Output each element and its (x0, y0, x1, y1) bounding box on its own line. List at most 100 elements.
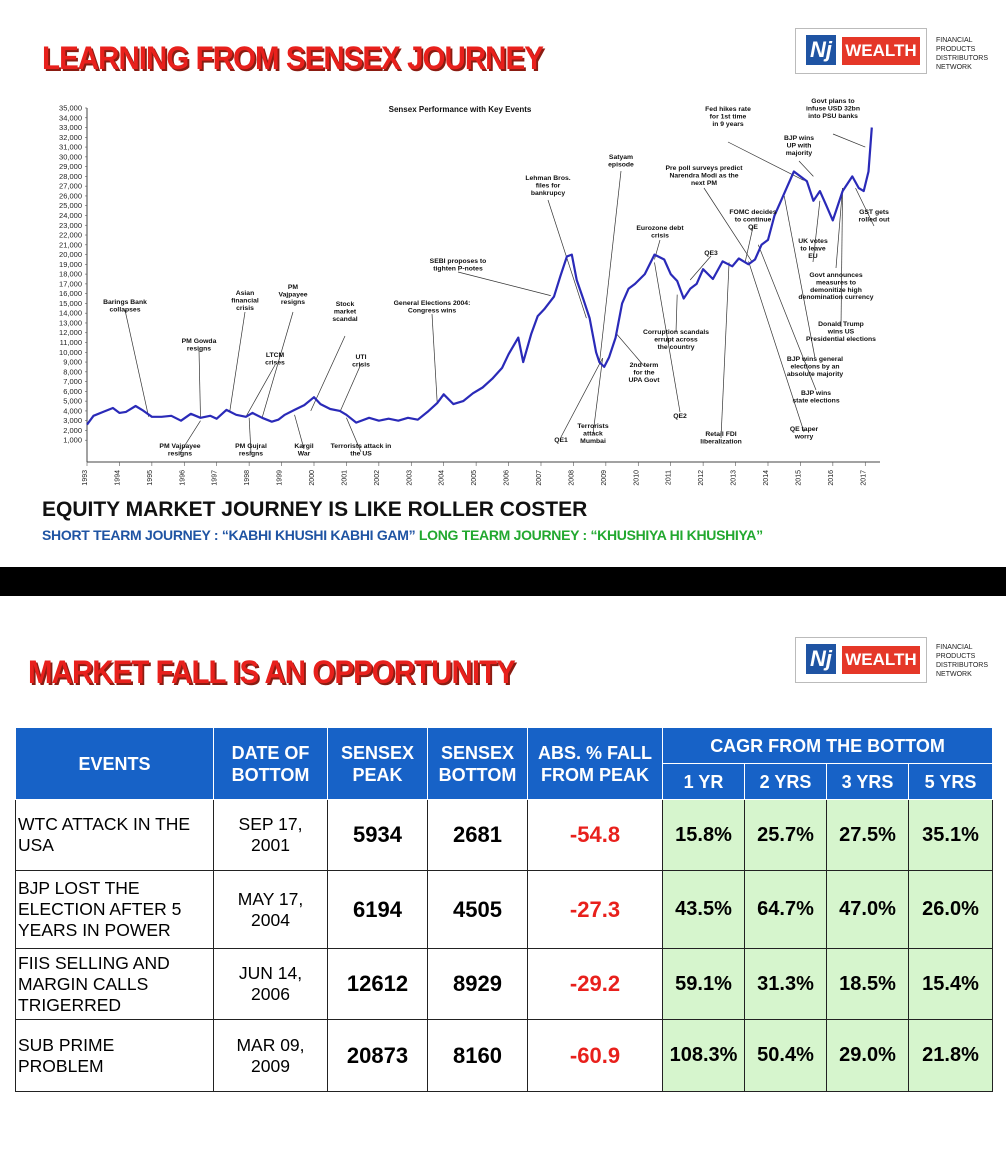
event-line: BJP LOST THE (18, 878, 140, 898)
y-tick-label: 7,000 (63, 377, 82, 386)
annotation-arrow (727, 141, 804, 181)
y-tick-label: 28,000 (59, 172, 82, 181)
annotation-arrow (703, 187, 753, 262)
event-cell: SUB PRIME PROBLEM (15, 1019, 214, 1092)
y-tick-label: 17,000 (59, 279, 82, 288)
x-tick-label: 2007 (536, 470, 543, 486)
x-tick-label: 2005 (471, 470, 478, 486)
x-tick-label: 1995 (147, 470, 154, 486)
x-tick-label: 2001 (341, 470, 348, 486)
y-tick-label: 4,000 (63, 406, 82, 415)
header-2yr: 2 YRS (744, 763, 827, 800)
date-line: SEP 17, (238, 814, 303, 834)
nj-logo-mark: Nj (806, 644, 836, 674)
table-row: WTC ATTACK IN THE USA SEP 17, 2001 5934 2681-… (15, 799, 994, 871)
annotation-label: Satyam episode (608, 154, 634, 168)
cagr-2yr-cell: 50.4% (744, 1019, 827, 1092)
annotation-arrow (248, 417, 252, 454)
annotation-arrow (346, 417, 362, 453)
event-line: PROBLEM (18, 1055, 104, 1076)
annotation-label: 2nd term for the UPA Govt (629, 362, 661, 384)
slide2-title: MARKET FALL IS AN OPPORTUNITY (28, 654, 516, 690)
cagr-1yr-cell: 108.3% (662, 1019, 745, 1092)
annotation-label: Eurozone debt crisis (636, 225, 684, 239)
logo-side-line: NETWORK (936, 671, 972, 678)
annotation-arrow (245, 364, 276, 417)
annotation-label: UK votes to leave EU (798, 238, 828, 260)
event-line: MARGIN CALLS (18, 973, 149, 994)
annotation-label: BJP wins UP with majority (784, 135, 814, 157)
annotation-label: Stock market scandal (332, 301, 357, 323)
y-tick-label: 20,000 (59, 250, 82, 259)
y-tick-label: 18,000 (59, 270, 82, 279)
annotation-label: PM Gowda resigns (182, 338, 217, 352)
annotation-arrow (654, 262, 681, 413)
table-row: FIIS SELLING AND MARGIN CALLS TRIGERRED JUN… (15, 948, 994, 1020)
annotation-arrow (720, 262, 730, 439)
annotation-arrow (229, 311, 246, 412)
annotation-label: PM Vajpayee resigns (278, 284, 307, 306)
annotation-arrow (832, 133, 866, 148)
x-tick-label: 1999 (277, 470, 284, 486)
annotation-labels: Barings Bank collapses PM Gowda resigns Asia… (103, 98, 890, 457)
annotation-label: Fed hikes rate for 1st time in 9 years (705, 106, 751, 128)
x-tick-label: 2009 (601, 470, 608, 486)
peak-cell: 20873 (327, 1019, 428, 1092)
y-tick-label: 12,000 (59, 328, 82, 337)
annotation-label: BJP wins general elections by an absolute … (787, 356, 843, 378)
header-cagr: CAGR FROM THE BOTTOM (661, 727, 994, 764)
y-tick-label: 32,000 (59, 133, 82, 142)
cagr-2yr-cell: 31.3% (744, 948, 827, 1020)
date-line: MAY 17, (237, 888, 304, 909)
table-header-row: EVENTS DATE OF BOTTOM SENSEX PEAK SENSEX BO… (15, 727, 994, 800)
cagr-5yr-cell: 15.4% (907, 948, 994, 1020)
date-cell: JUN 14, 2006 (213, 948, 328, 1020)
annotation-arrow (835, 188, 843, 269)
peak-cell: 6194 (327, 870, 428, 949)
annotation-label: QE3 (704, 250, 718, 257)
y-tick-label: 3,000 (63, 416, 82, 425)
x-tick-label: 2010 (633, 470, 640, 486)
annotation-label: Terrorists attack in the US (331, 443, 392, 457)
x-tick-label: 2015 (795, 470, 802, 486)
header-3yr: 3 YRS (826, 763, 909, 800)
logo-side-line: DISTRIBUTORS (936, 55, 988, 62)
cagr-2yr-cell: 64.7% (744, 870, 827, 949)
header-fall: ABS. % FALL FROM PEAK (527, 727, 663, 800)
x-tick-label: 2016 (828, 470, 835, 486)
cagr-1yr-cell: 43.5% (662, 870, 745, 949)
x-tick-label: 1997 (212, 470, 219, 486)
cagr-5yr-cell: 26.0% (907, 870, 994, 949)
bottom-cell: 4505 (427, 870, 528, 949)
date-line: 2001 (251, 835, 290, 855)
y-tick-label: 22,000 (59, 231, 82, 240)
event-line: SUB PRIME (18, 1034, 115, 1055)
date-line: JUN 14, (238, 963, 303, 983)
date-line: MAR 09, (236, 1034, 305, 1055)
chart-title: Sensex Performance with Key Events (389, 105, 532, 114)
x-tick-label: 2017 (860, 470, 867, 486)
fall-cell: -29.2 (527, 948, 663, 1020)
annotation-label: QE taper worry (790, 426, 819, 440)
annotation-arrow (812, 200, 821, 263)
x-tick-label: 1993 (82, 470, 89, 486)
x-tick-label: 2012 (698, 470, 705, 486)
y-tick-label: 9,000 (63, 358, 82, 367)
x-tick-label: 2003 (406, 470, 413, 486)
y-tick-label: 25,000 (59, 201, 82, 210)
slide1-title: LEARNING FROM SENSEX JOURNEY (42, 40, 544, 76)
event-line: USA (18, 835, 54, 855)
y-tick-label: 34,000 (59, 113, 82, 122)
wealth-logo-word: WEALTH (842, 646, 920, 674)
header-1yr: 1 YR (662, 763, 745, 800)
y-tick-label: 8,000 (63, 367, 82, 376)
caption-short-term: SHORT TEARM JOURNEY : “KABHI KHUSHI KABH… (42, 527, 416, 543)
table-row: SUB PRIME PROBLEM MAR 09, 2009 20873 8160 -60.… (15, 1019, 994, 1092)
x-tick-label: 1994 (114, 470, 121, 486)
logo-side-line: NETWORK (936, 64, 972, 71)
bottom-cell: 8929 (427, 948, 528, 1020)
cagr-3yr-cell: 18.5% (826, 948, 909, 1020)
x-tick-label: 2008 (568, 470, 575, 486)
annotation-arrow (560, 357, 603, 438)
date-line: 2004 (251, 909, 290, 930)
